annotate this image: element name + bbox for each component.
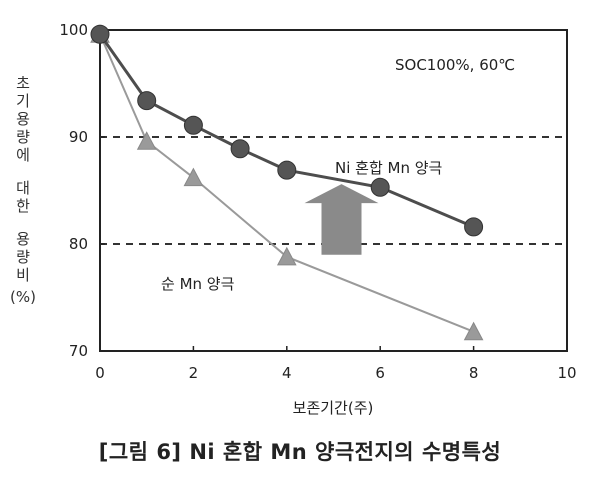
y-axis-label-char: 량 [16,128,30,146]
y-axis-label-unit: (%) [10,288,36,306]
plot-frame [99,29,568,352]
y-axis-label-char: 비 [16,266,30,284]
mn-series-label: 순 Mn 양극 [161,275,235,293]
data-point-triangle [183,167,204,187]
y-axis-label-char: 기 [16,92,30,110]
data-point-circle [277,160,297,180]
y-axis-label-char: 대 [16,179,30,197]
x-tick-label: 6 [375,364,385,382]
data-point-circle [464,217,484,237]
data-point-circle [137,91,157,111]
x-tick-label: 10 [557,364,576,382]
y-tick-label: 80 [69,235,88,253]
y-axis-label-char: 용 [16,230,30,248]
data-point-circle [90,24,110,44]
y-axis-label-char: 량 [16,248,30,266]
data-point-circle [370,177,390,197]
y-axis-label-char: 용 [16,110,30,128]
x-tick-label: 0 [95,364,105,382]
y-tick-label: 70 [69,342,88,360]
y-axis-label-char: 초 [16,74,30,92]
data-point-triangle [136,131,157,150]
data-point-circle [183,115,203,135]
x-tick-label: 2 [189,364,199,382]
y-axis-label-char: 한 [16,197,30,215]
figure-caption: [그림 6] Ni 혼합 Mn 양극전지의 수명특성 [98,440,502,464]
x-axis-label: 보존기간(주) [293,399,374,417]
data-point-circle [230,139,250,159]
series-line [99,33,474,333]
condition-label: SOC100%, 60℃ [395,56,515,74]
y-axis-label-char: 에 [16,146,30,164]
x-tick-label: 8 [469,364,479,382]
improvement-arrow [304,184,379,255]
y-tick-label: 100 [59,21,88,39]
y-tick-label: 90 [69,128,88,146]
capacity-retention-chart: 0 2 4 6 8 10 70 80 90 100 SOC100%, 60℃ Ni 혼합 Mn … [10,21,577,417]
data-point-triangle [463,321,484,341]
series-ni-mixed [90,24,484,237]
x-tick-label: 4 [282,364,292,382]
data-point-triangle [276,246,297,266]
ni-series-label: Ni 혼합 Mn 양극 [335,159,443,177]
